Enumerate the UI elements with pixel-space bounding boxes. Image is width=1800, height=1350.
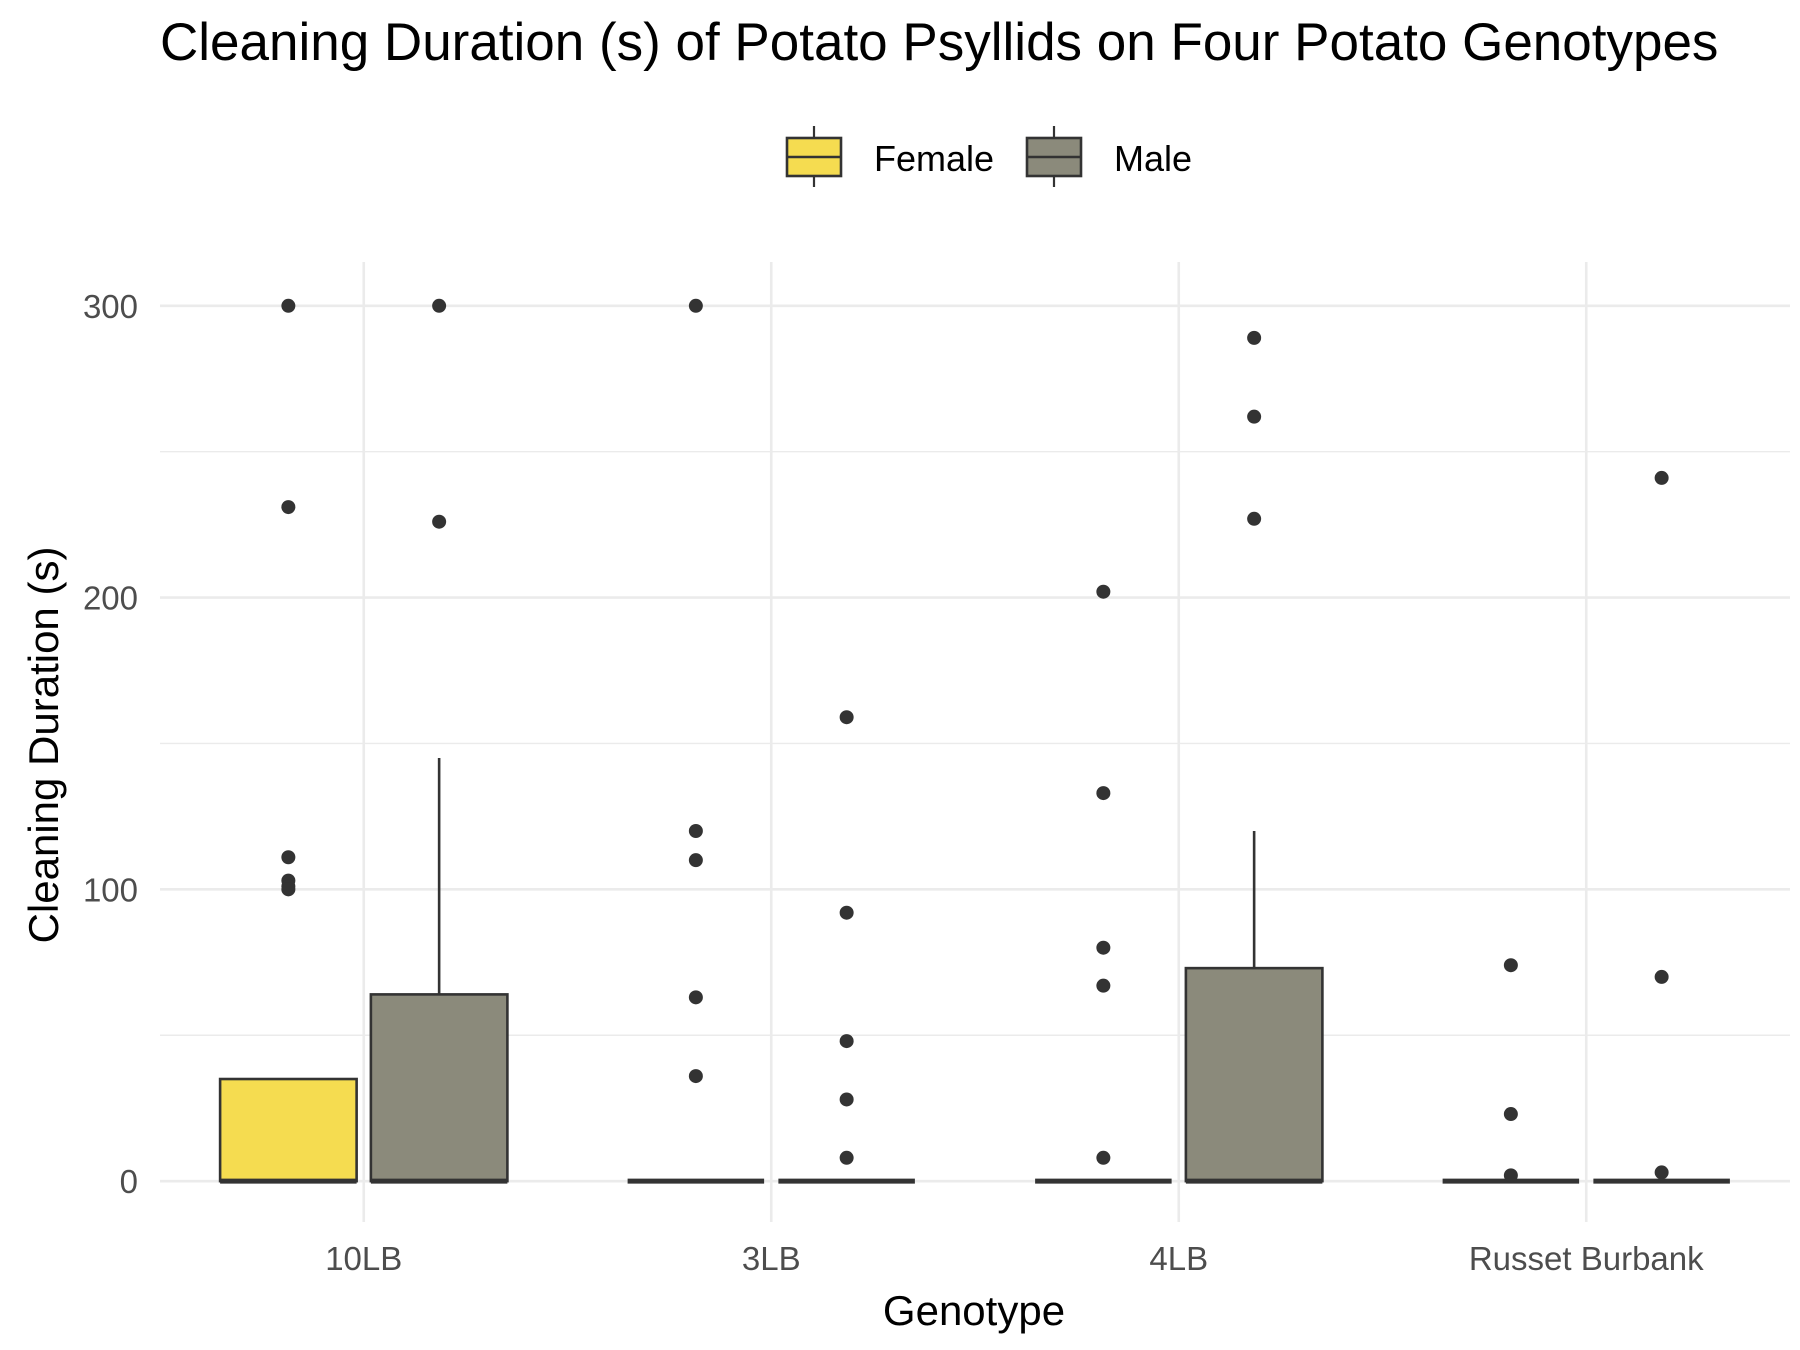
y-axis-title: Cleaning Duration (s)	[20, 547, 67, 944]
y-tick-label: 100	[83, 871, 138, 908]
axes: 0 100 200 300 10LB 3LB 4LB Russet Burbank	[83, 288, 1704, 1277]
y-tick-label: 200	[83, 580, 138, 617]
outlier-point	[688, 990, 703, 1005]
box-plots	[218, 298, 1730, 1184]
outlier-point	[1096, 584, 1111, 599]
outlier-point	[1503, 958, 1518, 973]
legend-item-male: Male	[1025, 126, 1192, 187]
outlier-point	[688, 1069, 703, 1084]
boxplot-female	[627, 298, 765, 1184]
box-body	[1184, 966, 1324, 1183]
boxplot-female	[1035, 584, 1172, 1184]
outlier-point	[1503, 1168, 1518, 1183]
outlier-point	[688, 298, 703, 313]
outlier-point	[281, 298, 296, 313]
boxplot-male	[778, 710, 915, 1184]
outlier-point	[281, 882, 296, 897]
outlier-point	[1096, 786, 1111, 801]
outlier-point	[839, 710, 854, 725]
outlier-point	[281, 850, 296, 865]
y-tick-label: 300	[83, 288, 138, 325]
x-tick-label: Russet Burbank	[1469, 1240, 1704, 1277]
outlier-point	[1654, 470, 1669, 485]
legend: Female Male	[785, 126, 1192, 187]
outlier-point	[839, 1150, 854, 1165]
chart-title: Cleaning Duration (s) of Potato Psyllids…	[160, 13, 1719, 72]
outlier-point	[1654, 969, 1669, 984]
outlier-point	[1654, 1165, 1669, 1180]
outlier-point	[839, 1092, 854, 1107]
outlier-point	[688, 823, 703, 838]
outlier-point	[688, 853, 703, 868]
legend-item-female: Female	[785, 126, 994, 187]
boxplot-female	[1442, 958, 1580, 1184]
x-axis-title: Genotype	[883, 1287, 1065, 1334]
box-body	[218, 1077, 358, 1183]
x-tick-label: 10LB	[325, 1240, 402, 1277]
boxplot-female	[218, 298, 358, 1184]
outlier-point	[1247, 511, 1262, 526]
outlier-point	[1247, 409, 1262, 424]
outlier-point	[1247, 330, 1262, 345]
outlier-point	[432, 298, 447, 313]
x-tick-label: 4LB	[1149, 1240, 1208, 1277]
outlier-point	[432, 514, 447, 529]
boxplot-male	[1184, 330, 1324, 1184]
box-body	[369, 993, 509, 1183]
outlier-point	[839, 905, 854, 920]
legend-label: Female	[874, 138, 994, 179]
outlier-point	[1503, 1107, 1518, 1122]
x-tick-label: 3LB	[742, 1240, 801, 1277]
boxplot-male	[369, 298, 509, 1184]
outlier-point	[1096, 940, 1111, 955]
outlier-point	[1096, 978, 1111, 993]
legend-label: Male	[1114, 138, 1192, 179]
outlier-point	[281, 500, 296, 515]
outlier-point	[1096, 1150, 1111, 1165]
grid-lines	[160, 262, 1790, 1222]
y-tick-label: 0	[120, 1163, 138, 1200]
boxplot-male	[1593, 470, 1730, 1184]
outlier-point	[839, 1034, 854, 1049]
